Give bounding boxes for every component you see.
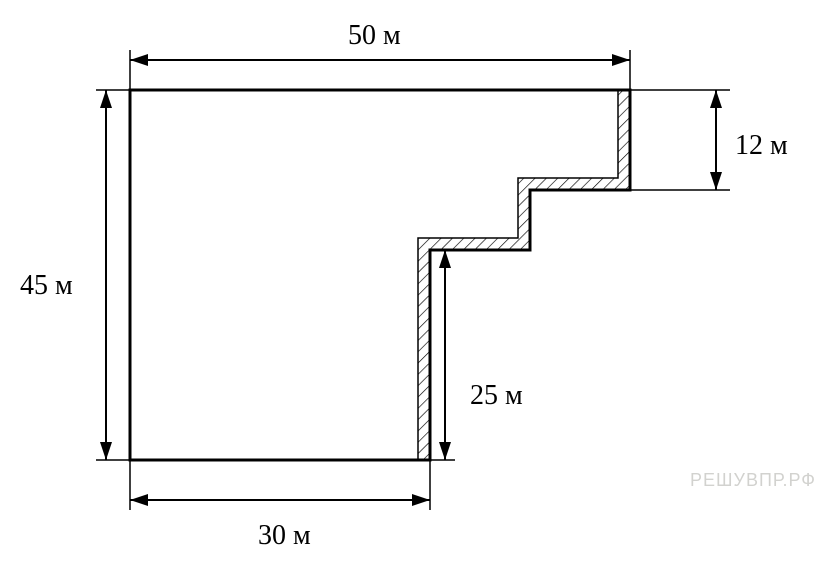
label-left: 45 м [20, 270, 73, 302]
label-right: 12 м [735, 130, 788, 162]
label-top: 50 м [348, 20, 401, 52]
label-inner-vertical: 25 м [470, 380, 523, 412]
label-bottom: 30 м [258, 520, 311, 552]
watermark-text: РЕШУВПР.РФ [690, 470, 816, 491]
